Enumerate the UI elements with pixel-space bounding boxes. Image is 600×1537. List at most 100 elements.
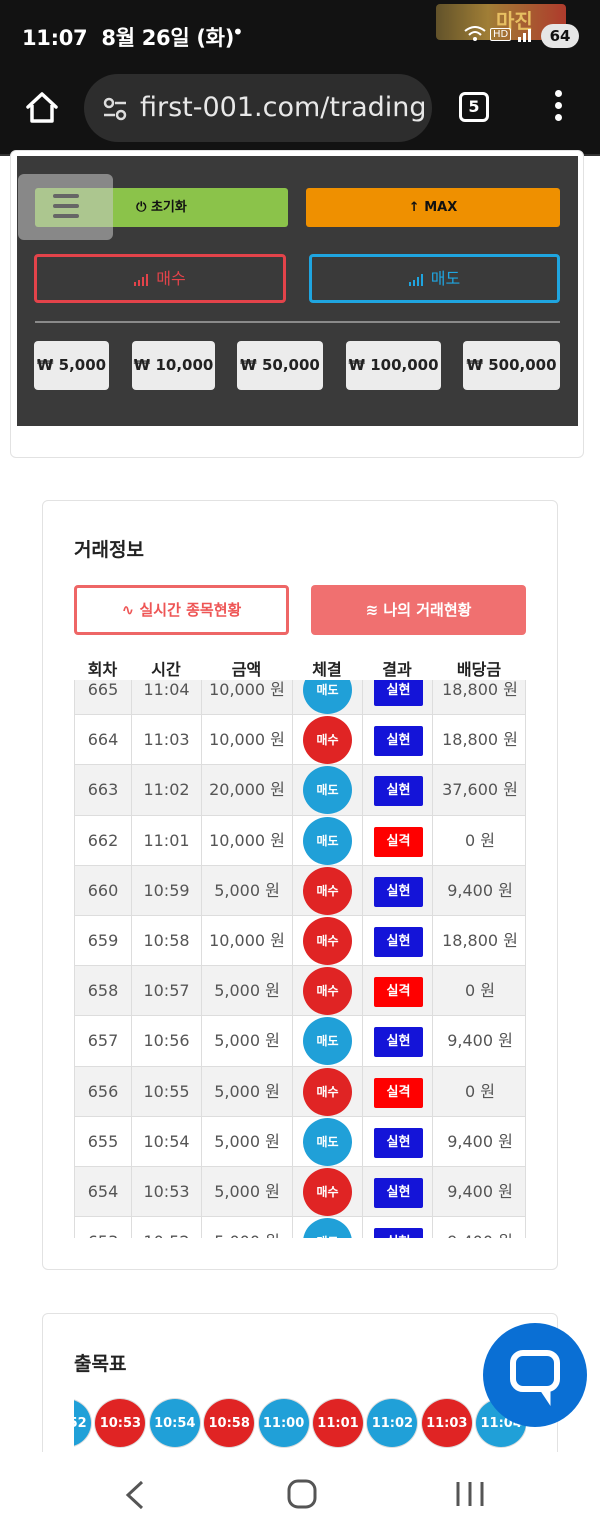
cell-payout: 0 원 (465, 830, 495, 850)
max-button[interactable]: ↑ MAX (306, 188, 560, 227)
cell-round: 662 (75, 815, 132, 866)
result-ball: 10:52 (74, 1398, 92, 1448)
cell-time: 10:53 (132, 1166, 202, 1217)
tab-switcher-button[interactable]: 5 (459, 92, 489, 122)
hd-icon: HD (490, 28, 512, 41)
cell-time: 10:52 (132, 1217, 202, 1238)
side-badge: 매도 (303, 1017, 352, 1066)
cell-round: 663 (75, 765, 132, 816)
battery-indicator: 64 (541, 24, 579, 48)
cell-result: 실현 (363, 1166, 433, 1217)
amount-button-10000[interactable]: ₩ 10,000 (132, 341, 215, 390)
cell-round: 653 (75, 1217, 132, 1238)
cell-execution: 매도 (293, 765, 363, 816)
menu-icon[interactable] (18, 174, 113, 240)
cell-round: 654 (75, 1166, 132, 1217)
more-options-icon[interactable] (552, 90, 564, 126)
result-badge: 실격 (374, 826, 423, 857)
cell-execution: 매수 (293, 865, 363, 916)
waves-icon: ≋ (365, 601, 379, 619)
col-execution: 체결 (312, 660, 342, 679)
result-badge: 실현 (374, 1177, 423, 1208)
cell-execution: 매도 (293, 1116, 363, 1167)
status-time: 11:07 8월 26일 (화) (22, 26, 235, 50)
nav-home-icon[interactable] (286, 1478, 318, 1510)
side-badge: 매도 (303, 816, 352, 865)
side-badge: 매수 (303, 1067, 352, 1116)
result-ball: 11:03 (420, 1398, 473, 1448)
cell-payout: 18,800 원 (442, 680, 518, 699)
tune-icon[interactable] (102, 96, 128, 122)
trade-table-body[interactable]: 665 11:04 10,000 원 매도 실현 18,800 원 664 11:03 10,0… (74, 680, 526, 1238)
cell-execution: 매수 (293, 1166, 363, 1217)
signal-bars-icon (408, 273, 423, 286)
result-board-strip[interactable]: 10:5210:5310:5410:5811:0011:0111:0211:03… (74, 1398, 526, 1450)
trade-info-title: 거래정보 (74, 539, 144, 561)
side-badge: 매도 (303, 1218, 352, 1238)
cell-payout: 37,600 원 (442, 780, 518, 800)
cell-payout: 9,400 원 (447, 1181, 513, 1201)
cell-round: 658 (75, 966, 132, 1017)
col-round: 회차 (87, 660, 118, 679)
cell-payout: 18,800 원 (442, 930, 518, 950)
chat-icon (510, 1350, 560, 1406)
amount-button-5000[interactable]: ₩ 5,000 (34, 341, 109, 390)
back-icon[interactable] (122, 1480, 146, 1510)
recents-icon[interactable] (455, 1480, 485, 1508)
side-badge: 매도 (303, 1117, 352, 1166)
cell-result: 실격 (363, 1066, 433, 1117)
cell-time: 11:04 (132, 680, 202, 715)
cell-result: 실격 (363, 966, 433, 1017)
side-badge: 매수 (303, 967, 352, 1016)
cell-execution: 매수 (293, 966, 363, 1017)
panel-divider (35, 321, 560, 323)
cell-round: 659 (75, 915, 132, 966)
notification-dot: • (232, 20, 244, 44)
cell-amount: 10,000 원 (202, 715, 293, 766)
cell-amount: 10,000 원 (202, 815, 293, 866)
cell-execution: 매수 (293, 1066, 363, 1117)
cell-execution: 매도 (293, 1217, 363, 1238)
table-row: 660 10:59 5,000 원 매수 실현 9,400 원 (75, 865, 525, 916)
browser-toolbar: first-001.com/trading/ 5 (0, 70, 600, 156)
cell-round: 656 (75, 1066, 132, 1117)
cell-payout: 0 원 (465, 1081, 495, 1101)
result-badge: 실현 (374, 726, 423, 757)
cell-round: 655 (75, 1116, 132, 1167)
cell-execution: 매도 (293, 815, 363, 866)
cell-amount: 5,000 원 (202, 1066, 293, 1117)
table-row: 655 10:54 5,000 원 매도 실현 9,400 원 (75, 1116, 525, 1167)
home-icon[interactable] (22, 88, 62, 128)
table-row: 658 10:57 5,000 원 매수 실격 0 원 (75, 966, 525, 1017)
col-payout: 배당금 (456, 660, 502, 679)
cell-result: 실현 (363, 1016, 433, 1067)
table-row: 665 11:04 10,000 원 매도 실현 18,800 원 (75, 680, 525, 716)
cell-execution: 매도 (293, 1016, 363, 1067)
amount-button-100000[interactable]: ₩ 100,000 (346, 341, 441, 390)
cell-amount: 10,000 원 (202, 915, 293, 966)
overlay-logo: 마진 (436, 4, 566, 40)
tab-live-status[interactable]: ∿ 실시간 종목현황 (74, 585, 289, 635)
col-result: 결과 (382, 660, 412, 679)
sell-button[interactable]: 매도 (309, 254, 560, 303)
cell-result: 실현 (363, 915, 433, 966)
cell-time: 10:58 (132, 915, 202, 966)
amount-button-50000[interactable]: ₩ 50,000 (237, 341, 323, 390)
chat-button[interactable] (483, 1323, 587, 1427)
tab-my-trades[interactable]: ≋ 나의 거래현황 (311, 585, 526, 635)
cell-amount: 5,000 원 (202, 1166, 293, 1217)
system-nav-bar (0, 1452, 600, 1537)
table-row: 664 11:03 10,000 원 매수 실현 18,800 원 (75, 715, 525, 766)
amount-button-500000[interactable]: ₩ 500,000 (463, 341, 560, 390)
cell-time: 10:59 (132, 865, 202, 916)
result-badge: 실현 (374, 680, 423, 706)
cell-time: 11:01 (132, 815, 202, 866)
cell-round: 664 (75, 715, 132, 766)
buy-button[interactable]: 매수 (34, 254, 286, 303)
cell-amount: 5,000 원 (202, 865, 293, 916)
address-bar[interactable]: first-001.com/trading/ (84, 74, 432, 142)
cell-round: 657 (75, 1016, 132, 1067)
table-row: 663 11:02 20,000 원 매도 실현 37,600 원 (75, 765, 525, 816)
cell-time: 10:55 (132, 1066, 202, 1117)
